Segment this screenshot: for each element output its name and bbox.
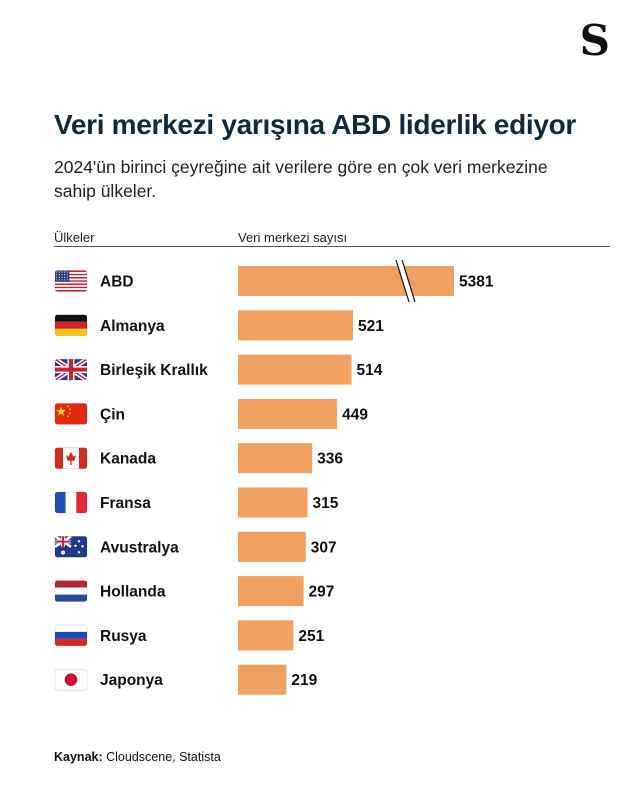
japan-flag-icon bbox=[54, 668, 88, 691]
value-label: 514 bbox=[356, 362, 382, 379]
bar-row-4 bbox=[238, 443, 313, 474]
axis-break-line bbox=[395, 259, 410, 303]
china-flag-icon bbox=[54, 403, 88, 425]
header-divider bbox=[54, 246, 610, 247]
chart-subtitle: 2024'ün birinci çeyreğine ait verilere g… bbox=[54, 157, 548, 201]
bar-row-3 bbox=[238, 398, 338, 429]
axis-break-gap bbox=[396, 260, 415, 302]
category-label: Rusya bbox=[100, 628, 147, 645]
bar-row-0 bbox=[238, 266, 454, 296]
value-label: 251 bbox=[298, 628, 324, 645]
category-label: Kanada bbox=[100, 451, 156, 468]
bar-row-8 bbox=[238, 620, 294, 651]
category-label: ABD bbox=[100, 274, 134, 291]
source-text: Cloudscene, Statista bbox=[106, 750, 221, 764]
value-label: 449 bbox=[342, 406, 368, 423]
countries-column-header: Ülkeler bbox=[54, 230, 95, 245]
category-label: Fransa bbox=[100, 495, 151, 512]
count-column-header: Veri merkezi sayısı bbox=[238, 230, 348, 245]
axis-break-line bbox=[401, 259, 416, 303]
bar-row-2 bbox=[238, 354, 352, 385]
value-label: 307 bbox=[311, 539, 337, 556]
chart-title: Veri merkezi yarışına ABD liderlik ediyo… bbox=[54, 109, 577, 140]
netherlands-flag-icon bbox=[54, 580, 88, 602]
category-label: Japonya bbox=[100, 672, 163, 689]
category-label: Hollanda bbox=[100, 584, 166, 601]
category-label: Çin bbox=[100, 406, 125, 423]
brand-logo: S bbox=[579, 16, 610, 65]
category-label: Almanya bbox=[100, 318, 165, 335]
canada-flag-icon bbox=[54, 447, 88, 470]
category-label: Birleşik Krallık bbox=[100, 362, 208, 379]
russia-flag-icon bbox=[54, 624, 88, 647]
bar-row-6 bbox=[238, 531, 306, 562]
bar-row-5 bbox=[238, 487, 308, 518]
value-label: 5381 bbox=[459, 274, 494, 291]
bar-row-1 bbox=[238, 310, 353, 341]
bar-row-9 bbox=[238, 664, 287, 695]
uk-flag-icon bbox=[54, 358, 88, 381]
us-flag-icon bbox=[54, 270, 88, 292]
bar-row-7 bbox=[238, 576, 304, 607]
france-flag-icon bbox=[54, 491, 88, 514]
value-label: 336 bbox=[317, 451, 343, 468]
value-label: 297 bbox=[309, 584, 335, 601]
germany-flag-icon bbox=[54, 314, 88, 337]
value-label: 219 bbox=[291, 672, 317, 689]
category-label: Avustralya bbox=[100, 539, 179, 556]
source-label: Kaynak: bbox=[54, 750, 103, 764]
value-label: 315 bbox=[313, 495, 339, 512]
value-label: 521 bbox=[358, 318, 384, 335]
source-note: Kaynak: Cloudscene, Statista bbox=[54, 750, 221, 764]
australia-flag-icon bbox=[54, 535, 88, 558]
